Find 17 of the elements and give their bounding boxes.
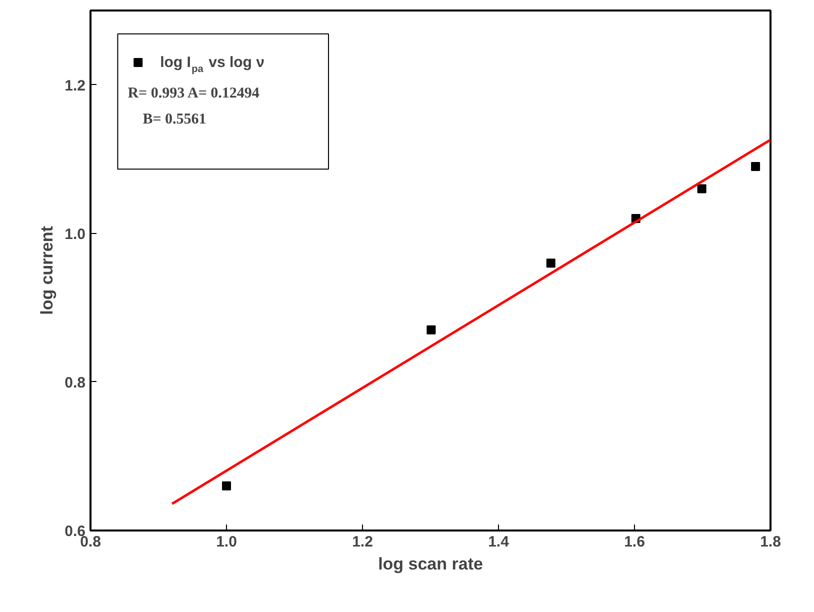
point [751, 162, 760, 171]
annotation: B= 0.5561 [142, 112, 206, 128]
y-tick-label: 1.2 [64, 77, 86, 94]
x-tick-label: 1.0 [216, 534, 237, 550]
annotation: R= 0.993 A= 0.12494 [128, 86, 260, 102]
x-tick-label: 1.8 [760, 534, 781, 550]
x-tick-label: 1.4 [488, 534, 510, 550]
point [426, 325, 436, 334]
point [222, 481, 231, 490]
x-tick-label: 1.2 [352, 534, 373, 550]
y-tick-label: 1.0 [64, 226, 86, 243]
x-tick-label: 1.6 [624, 534, 645, 550]
point [697, 184, 706, 194]
x-axis-title: log scan rate [378, 554, 483, 574]
point [546, 258, 556, 268]
y-tick-label: 0.8 [64, 374, 86, 392]
y-axis-title: log current [38, 226, 57, 315]
